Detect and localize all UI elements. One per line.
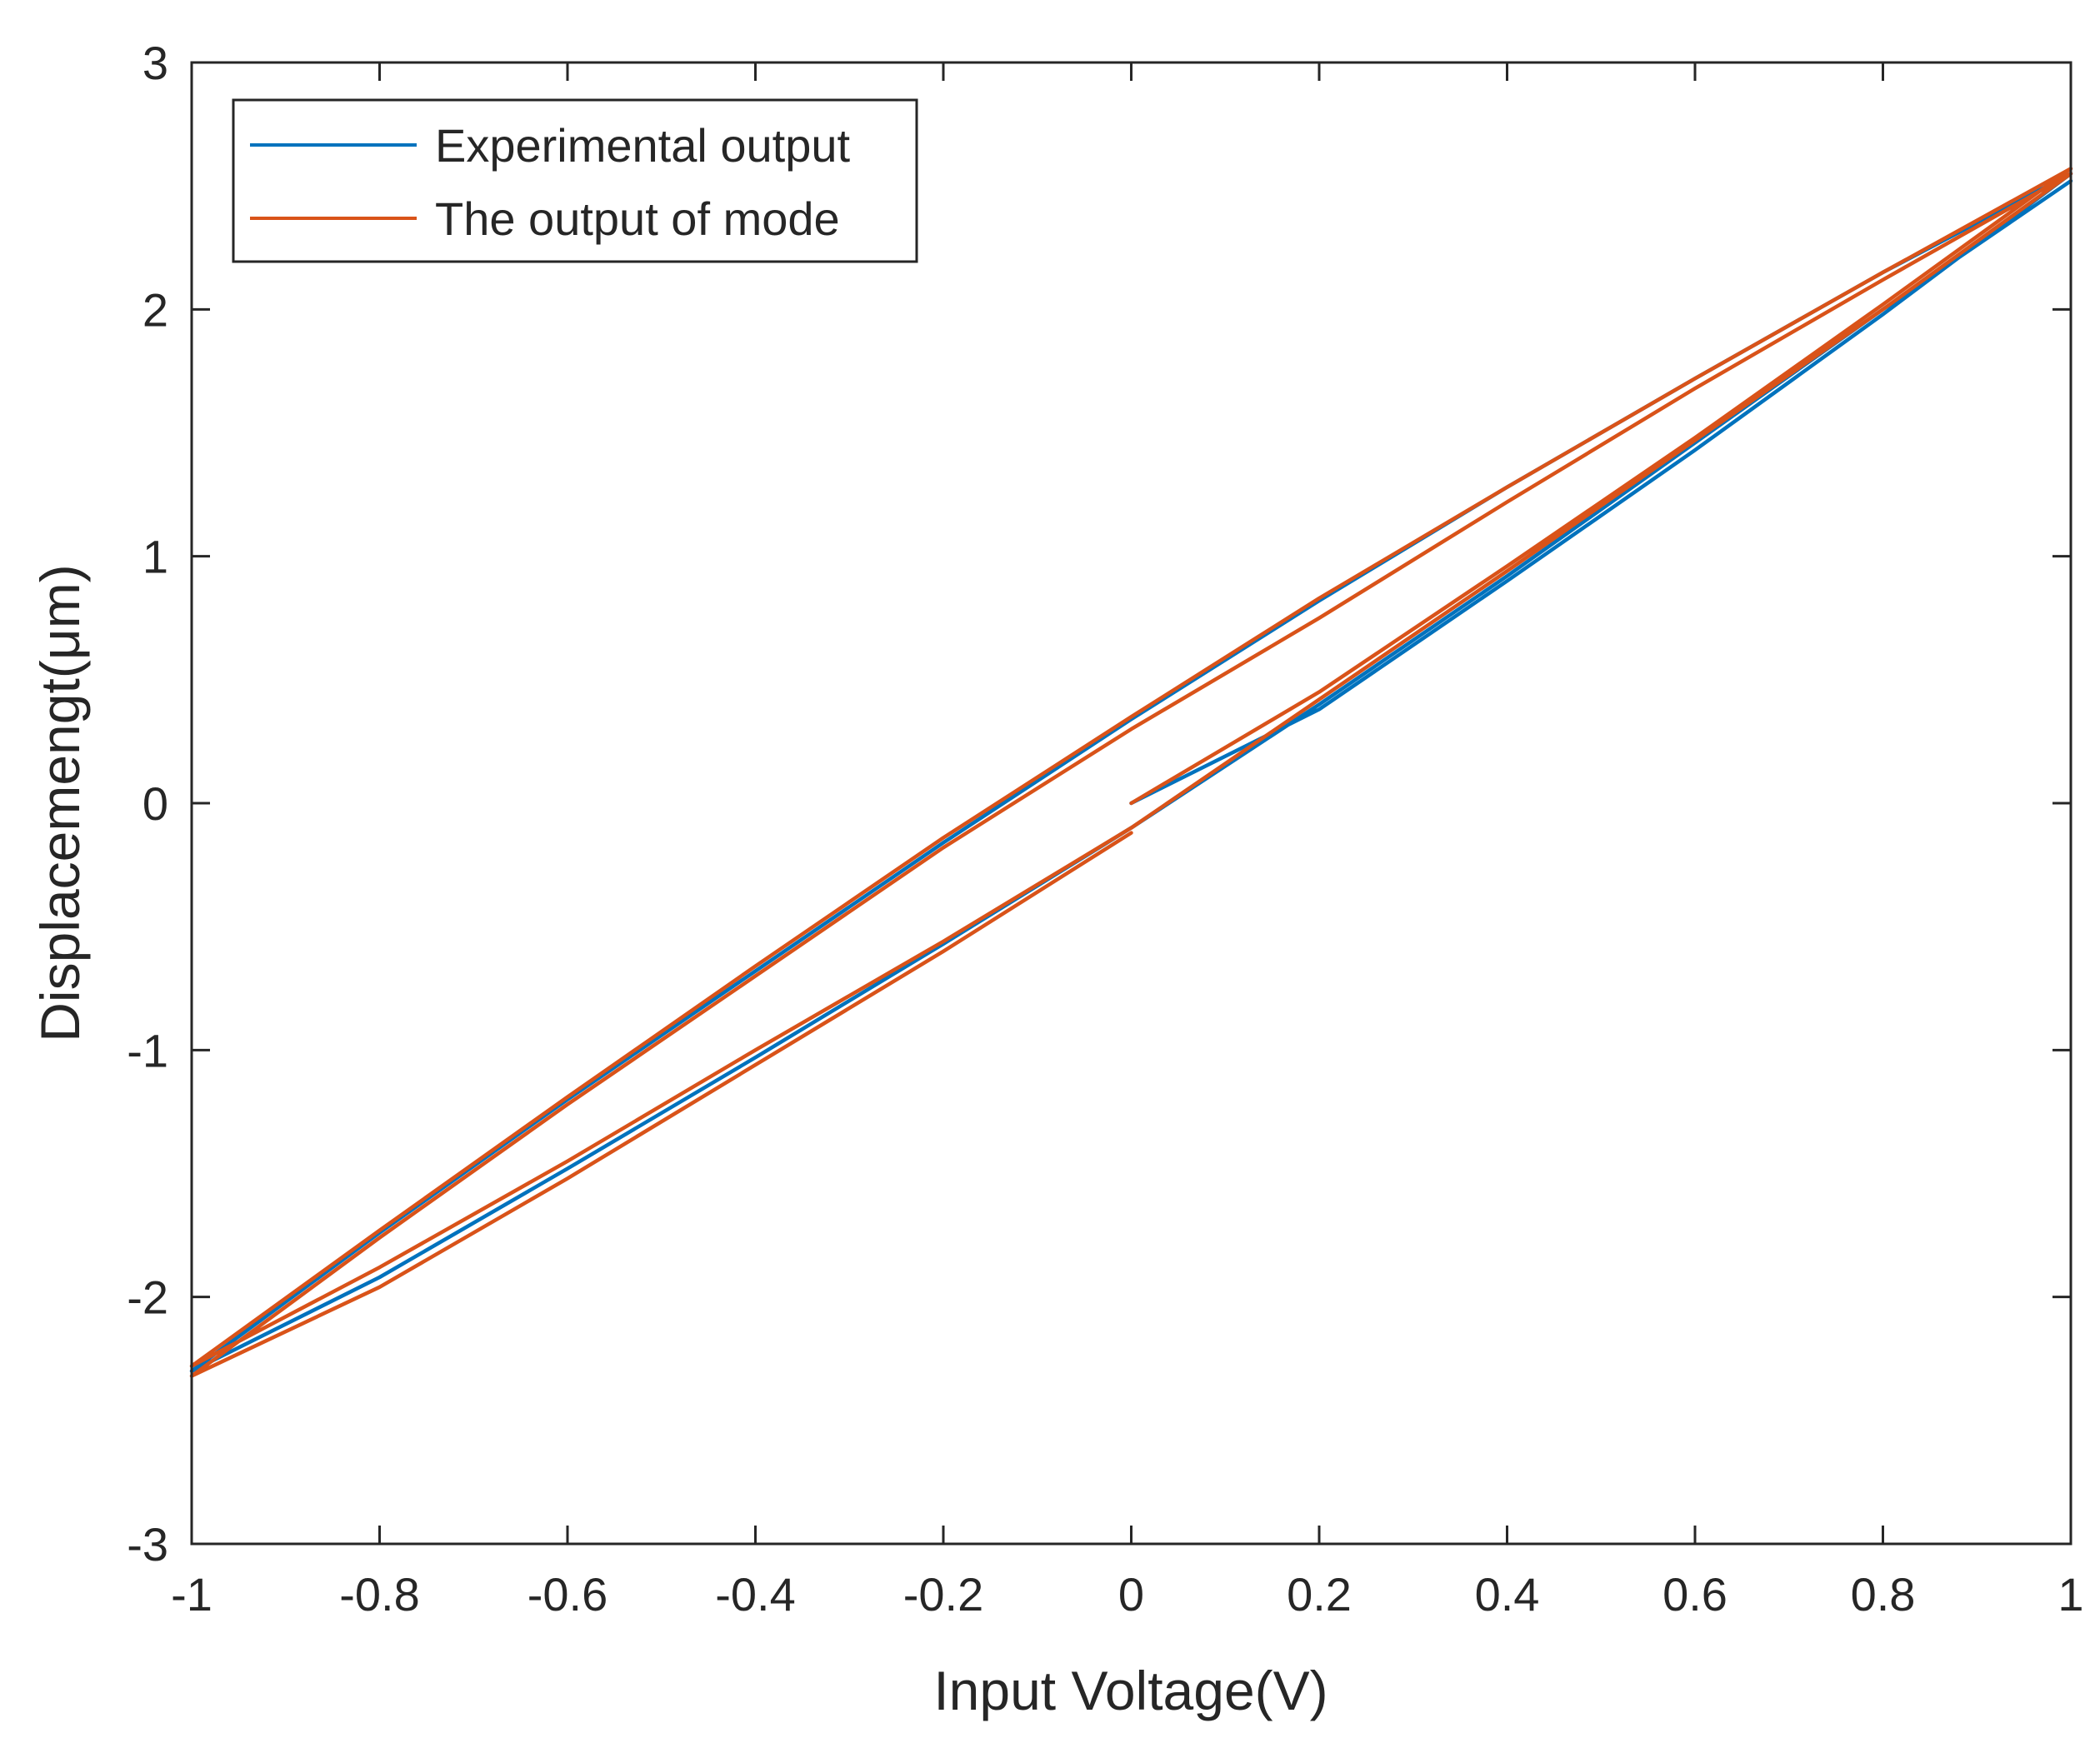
legend-label-experimental: Experimental output	[435, 119, 851, 172]
legend-box	[232, 98, 918, 263]
y-tick-label: 1	[142, 531, 168, 583]
y-tick-label: -2	[127, 1271, 168, 1324]
x-tick-label: 0.6	[1662, 1568, 1728, 1621]
legend-label-model: The output of mode	[435, 192, 840, 245]
y-tick-label: 0	[142, 777, 168, 830]
y-axis-title: Displacemengt(μm)	[29, 564, 91, 1042]
tick-layer: -1 -0.8 -0.6 -0.4 -0.2 0 0.2 0.4 0.6 0.8 1 -3 -2 -1 0 1…	[127, 37, 2083, 1621]
x-tick-label: 1	[2058, 1568, 2083, 1621]
x-tick-label: 0	[1118, 1568, 1144, 1621]
y-tick-label: 3	[142, 37, 168, 89]
y-tick-label: -3	[127, 1518, 168, 1571]
series-layer	[189, 167, 2073, 1378]
series-line-1	[189, 167, 2073, 1378]
x-tick-label: 0.4	[1475, 1568, 1540, 1621]
series-line-0	[189, 172, 2073, 1373]
x-tick-label: -0.6	[528, 1568, 608, 1621]
y-tick-label: 2	[142, 283, 168, 336]
x-tick-label: -1	[171, 1568, 212, 1621]
y-tick-label: -1	[127, 1024, 168, 1076]
x-axis-title: Input Voltage(V)	[933, 1660, 1328, 1721]
x-tick-label: 0.8	[1851, 1568, 1916, 1621]
x-tick-label: -0.2	[903, 1568, 984, 1621]
x-tick-label: 0.2	[1287, 1568, 1352, 1621]
legend: Experimental output The output of mode	[232, 98, 918, 263]
x-tick-label: -0.4	[715, 1568, 796, 1621]
x-tick-label: -0.8	[339, 1568, 420, 1621]
